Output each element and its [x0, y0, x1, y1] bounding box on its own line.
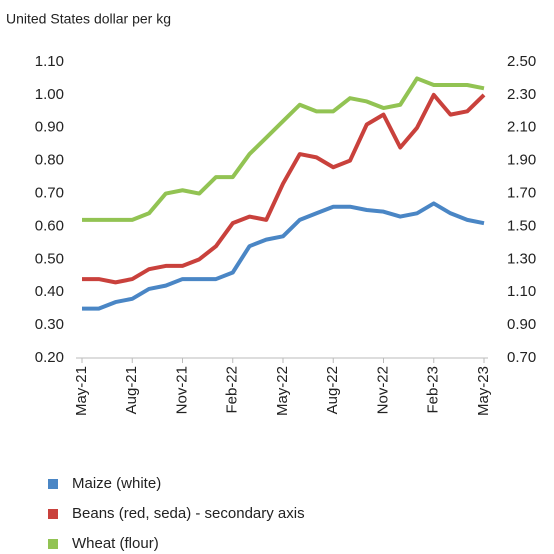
x-tick-label: Nov-21	[173, 366, 190, 414]
legend-swatch	[48, 539, 58, 549]
y-tick-label: 1.00	[35, 86, 64, 103]
x-tick-label: Feb-22	[224, 366, 241, 414]
y2-tick-label: 2.10	[507, 119, 536, 136]
y2-tick-label: 1.50	[507, 217, 536, 234]
line-series	[82, 92, 486, 285]
x-tick-label: May-21	[73, 366, 90, 416]
y-tick-label: 0.30	[35, 316, 64, 333]
y2-tick-label: 0.70	[507, 349, 536, 366]
legend-swatch	[48, 479, 58, 489]
y-tick-label: 0.60	[35, 217, 64, 234]
y-tick-label: 0.70	[35, 185, 64, 202]
x-tick-label: Feb-23	[425, 366, 442, 414]
legend-swatch	[48, 509, 58, 519]
y-tick-label: 0.90	[35, 119, 64, 136]
y2-tick-label: 2.30	[507, 86, 536, 103]
y2-tick-label: 0.90	[507, 316, 536, 333]
y-tick-label: 0.20	[35, 349, 64, 366]
line-series	[82, 201, 485, 311]
legend-label: Beans (red, seda) - secondary axis	[72, 505, 305, 522]
x-tick-label: Nov-22	[374, 366, 391, 414]
x-tick-label: Aug-21	[123, 366, 140, 414]
line-series	[82, 76, 485, 222]
y2-tick-label: 1.90	[507, 152, 536, 169]
y-tick-label: 0.50	[35, 250, 64, 267]
y-tick-label: 0.40	[35, 283, 64, 300]
y2-tick-label: 1.30	[507, 250, 536, 267]
chart-title: United States dollar per kg	[6, 11, 171, 27]
y-tick-label: 0.80	[35, 152, 64, 169]
y2-tick-label: 1.70	[507, 185, 536, 202]
y2-tick-label: 1.10	[507, 283, 536, 300]
x-tick-label: Aug-22	[324, 366, 341, 414]
y-tick-label: 1.10	[35, 53, 64, 70]
y2-tick-label: 2.50	[507, 53, 536, 70]
legend-label: Maize (white)	[72, 475, 161, 492]
x-tick-label: May-22	[274, 366, 291, 416]
x-tick-label: May-23	[475, 366, 492, 416]
legend-label: Wheat (flour)	[72, 535, 159, 552]
